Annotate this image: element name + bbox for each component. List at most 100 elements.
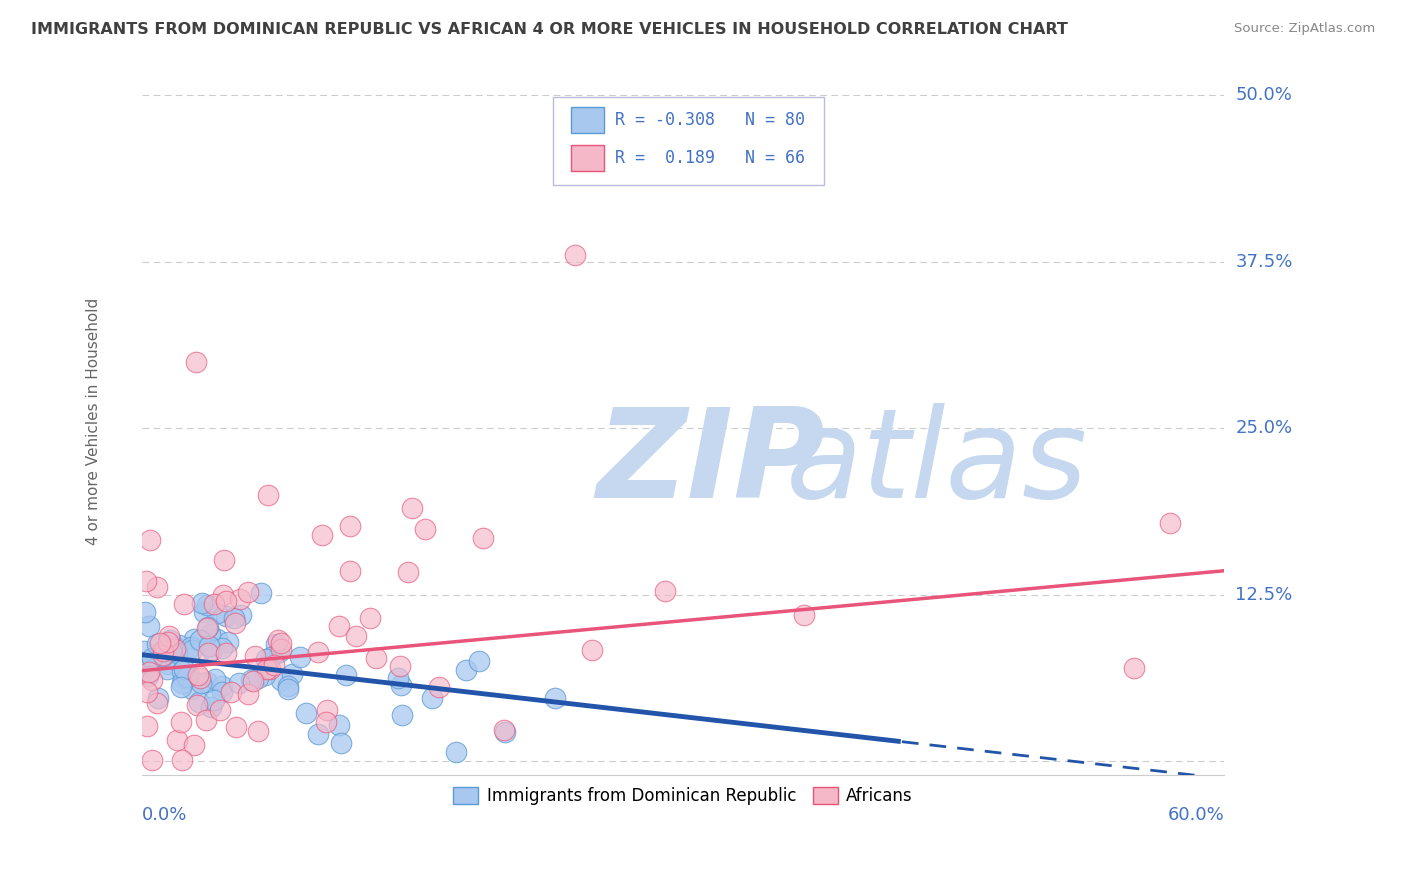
Point [139, 656, 162, 670]
Point [654, 583, 676, 598]
Point [257, 488, 280, 502]
Point [145, 696, 167, 710]
Bar [571, 107, 605, 133]
Point [141, 753, 163, 767]
Point [246, 724, 269, 739]
Point [294, 706, 316, 720]
Point [211, 685, 233, 699]
Point [366, 651, 388, 665]
Point [544, 691, 567, 706]
Point [389, 678, 412, 692]
Point [246, 671, 269, 685]
Point [183, 738, 205, 752]
Point [186, 698, 208, 712]
Point [316, 702, 339, 716]
Point [259, 662, 281, 676]
Point [184, 354, 207, 368]
Point [214, 594, 236, 608]
Point [146, 637, 169, 651]
Point [138, 665, 160, 679]
Point [335, 668, 357, 682]
Point [339, 564, 361, 578]
Point [277, 679, 299, 693]
Point [141, 673, 163, 687]
Point [359, 611, 381, 625]
Point [277, 682, 299, 697]
Text: atlas: atlas [786, 403, 1088, 524]
Point [194, 713, 217, 727]
Text: 4 or more Vehicles in Household: 4 or more Vehicles in Household [86, 298, 101, 545]
Point [200, 700, 222, 714]
Point [152, 649, 174, 664]
Point [188, 633, 211, 648]
Text: 12.5%: 12.5% [1236, 586, 1292, 604]
Point [187, 668, 209, 682]
Point [165, 640, 187, 655]
Point [149, 636, 172, 650]
Point [205, 632, 228, 646]
Point [172, 753, 194, 767]
Point [152, 648, 174, 663]
Point [169, 680, 191, 694]
Point [170, 715, 193, 730]
Point [793, 608, 815, 623]
Point [387, 671, 409, 685]
Point [270, 673, 292, 687]
Point [253, 668, 276, 682]
Point [267, 632, 290, 647]
Point [263, 658, 285, 673]
Point [193, 605, 215, 619]
Text: ZIP: ZIP [596, 403, 825, 524]
Point [177, 668, 200, 682]
Point [264, 637, 287, 651]
Point [214, 609, 236, 624]
Text: Source: ZipAtlas.com: Source: ZipAtlas.com [1234, 22, 1375, 36]
Point [256, 662, 278, 676]
FancyBboxPatch shape [553, 96, 824, 185]
Point [492, 723, 515, 737]
Point [197, 620, 219, 634]
Point [136, 719, 159, 733]
Point [195, 598, 218, 612]
Point [328, 718, 350, 732]
Point [211, 679, 233, 693]
Text: 60.0%: 60.0% [1167, 806, 1225, 824]
Point [163, 641, 186, 656]
Point [173, 597, 195, 611]
Point [401, 501, 423, 516]
Point [270, 641, 292, 656]
Legend: Immigrants from Dominican Republic, Africans: Immigrants from Dominican Republic, Afri… [447, 780, 920, 812]
Point [134, 605, 156, 619]
Point [139, 533, 162, 547]
Point [180, 643, 202, 657]
Point [307, 645, 329, 659]
Point [138, 618, 160, 632]
Point [170, 676, 193, 690]
Point [236, 584, 259, 599]
Text: 50.0%: 50.0% [1236, 87, 1292, 104]
Text: 37.5%: 37.5% [1236, 252, 1292, 270]
Point [205, 606, 228, 620]
Point [166, 733, 188, 747]
Point [156, 634, 179, 648]
Point [222, 610, 245, 624]
Point [269, 644, 291, 658]
Point [1122, 661, 1144, 675]
Point [170, 665, 193, 679]
Point [166, 647, 188, 661]
Point [141, 651, 163, 665]
Point [290, 649, 312, 664]
Point [188, 672, 211, 686]
Point [254, 652, 277, 666]
Point [250, 586, 273, 600]
Point [456, 663, 478, 677]
Point [444, 745, 467, 759]
Point [139, 658, 162, 673]
Text: R =  0.189   N = 66: R = 0.189 N = 66 [614, 149, 804, 167]
Point [229, 592, 252, 607]
Point [281, 666, 304, 681]
Point [260, 650, 283, 665]
Point [494, 725, 516, 739]
Point [136, 669, 159, 683]
Point [211, 588, 233, 602]
